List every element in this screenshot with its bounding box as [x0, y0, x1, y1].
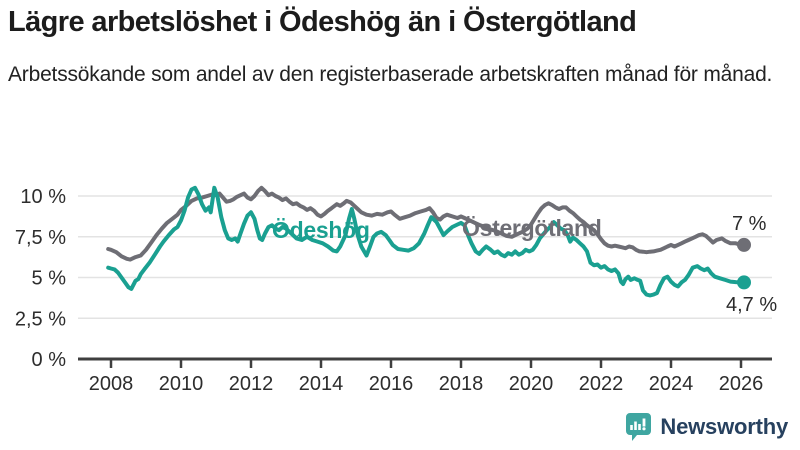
brand-name: Newsworthy — [660, 413, 788, 439]
logo-bar-1 — [630, 425, 634, 430]
chart-labels: Ödeshög Östergötland 7 % 4,7 % — [272, 213, 777, 316]
end-value-label-ostergotland: 7 % — [732, 213, 767, 235]
series-label-ostergotland: Östergötland — [462, 215, 602, 241]
line-östergötland — [106, 185, 743, 262]
line-ödeshög — [106, 185, 743, 298]
end-value-label-odeshog: 4,7 % — [726, 294, 777, 316]
end-dot-östergötland — [737, 237, 751, 252]
y-tick-label: 10 % — [20, 186, 66, 208]
x-tick-label: 2010 — [159, 373, 204, 395]
x-tick-label: 2020 — [509, 373, 554, 395]
y-tick-label: 2,5 % — [15, 308, 66, 330]
x-tick-label: 2026 — [719, 373, 764, 395]
x-tick-label: 2008 — [89, 373, 134, 395]
chart-header: Lägre arbetslöshet i Ödeshög än i Österg… — [8, 6, 792, 91]
x-tick-label: 2024 — [649, 373, 694, 395]
logo-bar-2 — [634, 421, 638, 430]
y-tick-label: 5 % — [32, 268, 67, 290]
logo-exclamation — [643, 418, 646, 427]
x-tick-label: 2016 — [369, 373, 414, 395]
end-dot-ödeshög — [737, 275, 751, 290]
y-tick-label: 0 % — [32, 349, 67, 371]
x-tick-label: 2014 — [299, 373, 344, 395]
x-tick-label: 2022 — [579, 373, 624, 395]
y-tick-label: 7,5 % — [15, 227, 66, 249]
series-label-odeshog: Ödeshög — [272, 217, 370, 243]
newsworthy-logo: Newsworthy — [624, 412, 788, 441]
x-tick-label: 2018 — [439, 373, 484, 395]
logo-bar-3 — [638, 424, 642, 430]
page-title: Lägre arbetslöshet i Ödeshög än i Österg… — [8, 6, 637, 38]
logo-exclamation-dot — [642, 427, 647, 431]
page-subtitle: Arbetssökande som andel av den registerb… — [8, 63, 773, 87]
x-tick-label: 2012 — [229, 373, 274, 395]
newsworthy-logo-icon — [626, 413, 652, 441]
chart-plot: 0 % 2,5 % 5 % 7,5 % 10 % 2008 2010 2012 2014 2016… — [15, 185, 772, 395]
